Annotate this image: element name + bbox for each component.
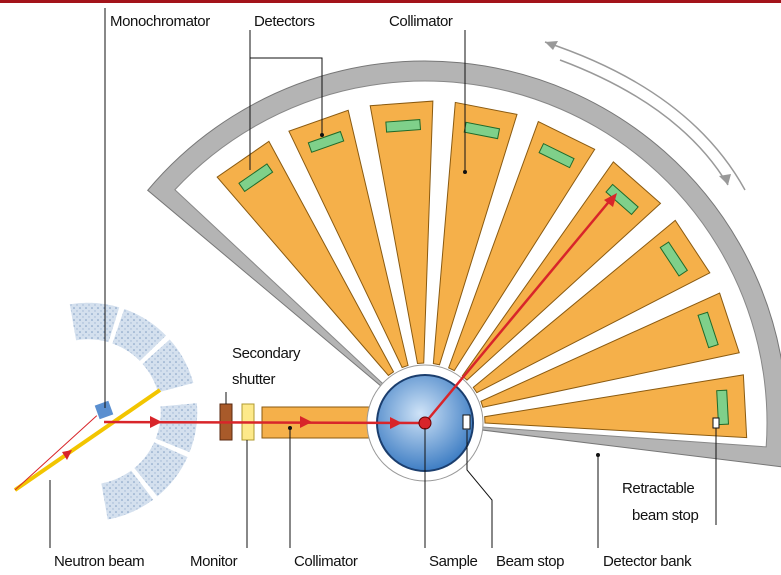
rotation-arrow [544,41,746,191]
collimator-wedge [472,219,711,394]
top-bar [0,0,781,3]
monochromator-block [140,337,196,395]
beam-arrow [300,416,312,428]
leader-dot [596,453,600,457]
label: Collimator [389,13,453,30]
monochromator-block [68,301,122,345]
label: Secondary [232,345,301,362]
collimator-wedge [480,292,740,408]
label: shutter [232,371,275,388]
collimator-wedge [369,100,434,365]
retractable-beam-stop [712,417,720,429]
detector [538,142,575,169]
detector [307,130,345,153]
neutron-beam-line [13,388,162,492]
monochromator-block [153,401,199,455]
leader-dot [288,426,292,430]
beam-arrow [150,416,162,428]
leader-dot [320,133,324,137]
detector [697,311,719,349]
scattered-beam [424,197,613,424]
detector-bank-group [146,60,781,468]
collimator-wedge [432,101,518,366]
monochromator-block [110,307,169,364]
beam-arrow [604,193,617,207]
monochromator-group [68,301,199,522]
label: Detectors [254,13,315,30]
label: Beam stop [496,553,564,570]
rotation-arrow [559,59,729,186]
label: Monochromator [110,13,210,30]
label: Sample [429,553,478,570]
monochromator-block [99,468,156,522]
collimator-wedge [448,120,596,372]
rotation-arrowhead [545,41,558,50]
detector [716,389,729,426]
label: Monitor [190,553,238,570]
label: Collimator [294,553,358,570]
sample [418,416,432,430]
detector [605,183,639,216]
detector [238,163,274,193]
monochromator-block [132,440,190,499]
label: Neutron beam [54,553,144,570]
beam-arrow [390,417,402,429]
label: Retractable [622,480,694,497]
collimator-wedge [216,140,395,377]
label: Detector bank [603,553,692,570]
rotation-arrowhead [719,174,731,185]
beam-arrow [62,450,72,460]
monochromator-crystal [92,398,116,422]
leader [466,430,493,548]
detector [659,241,689,277]
collimator-wedge [484,374,748,439]
detector [385,119,422,133]
label: beam stop [632,507,698,524]
neutron-beam-core [14,409,104,491]
leader [249,30,323,170]
collimator-wedge [288,109,409,369]
beam-stop [462,414,471,430]
leader-dot [463,170,467,174]
